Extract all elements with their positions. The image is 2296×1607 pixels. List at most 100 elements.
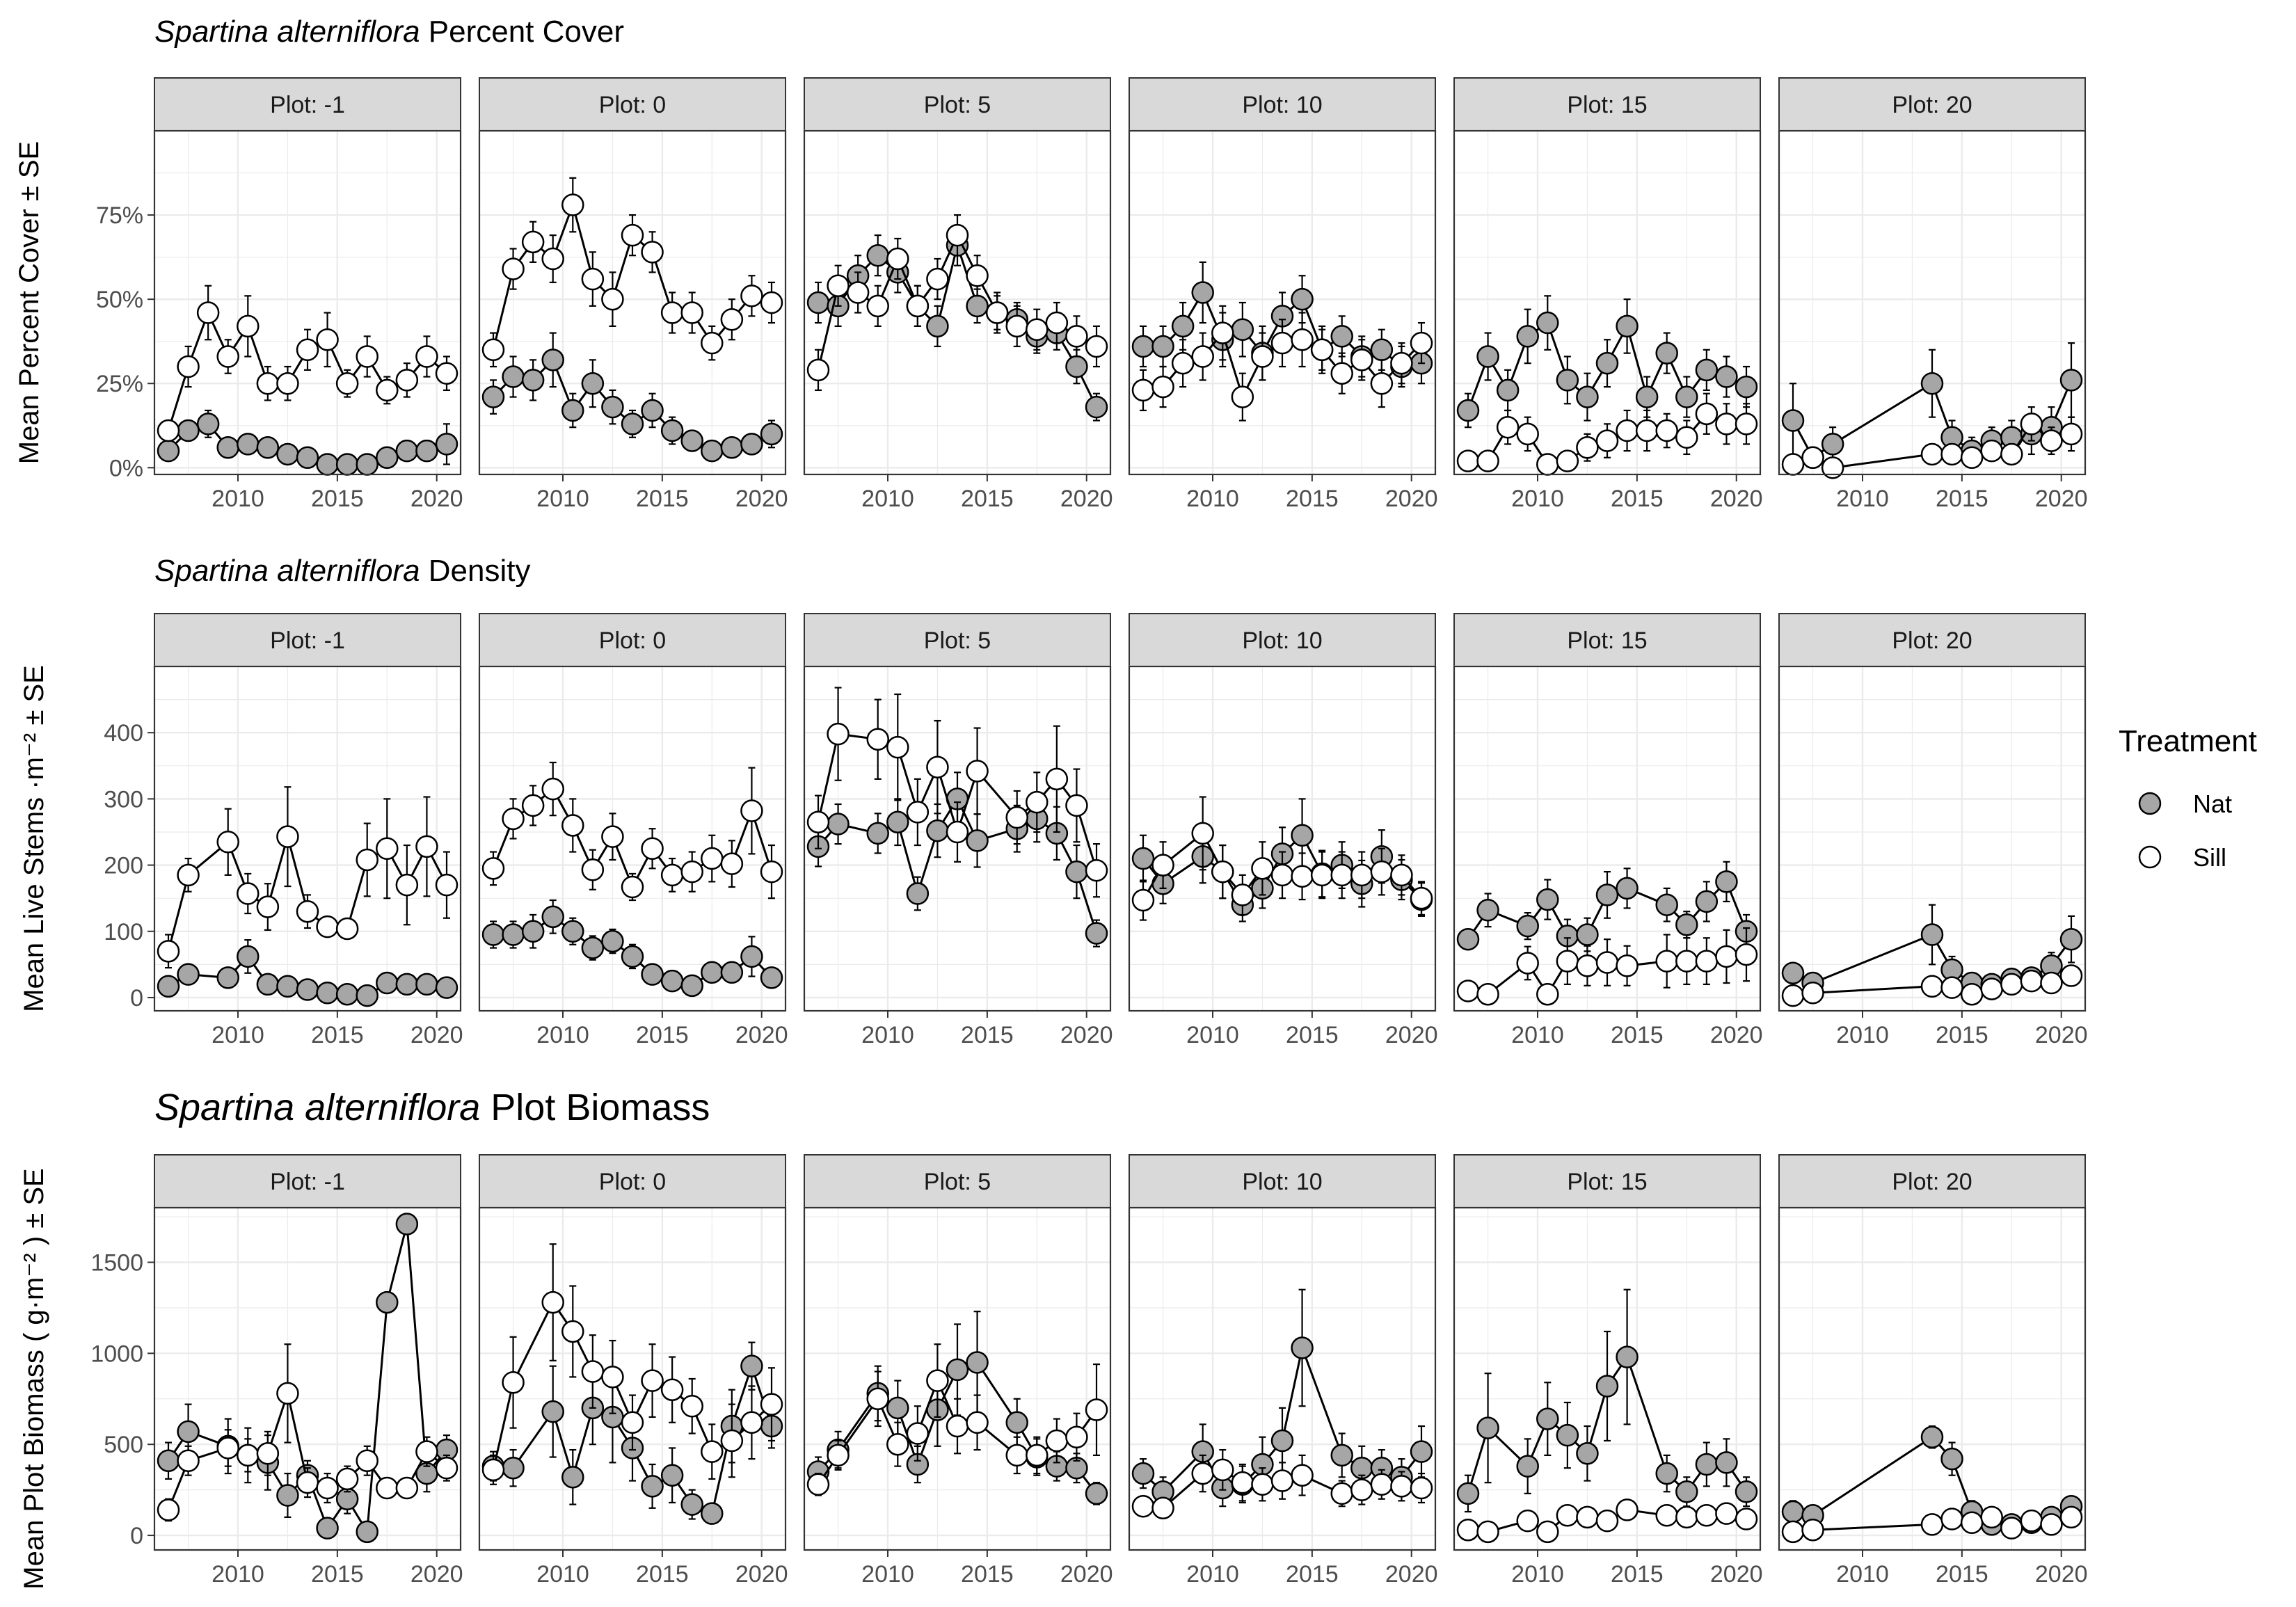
y-axis-title: Mean Live Stems ·m⁻² ± SE bbox=[19, 665, 49, 1012]
data-point bbox=[1026, 790, 1049, 814]
data-point bbox=[581, 267, 605, 291]
data-point bbox=[196, 413, 220, 435]
chart-title-metric: Percent Cover bbox=[420, 15, 624, 49]
data-point bbox=[985, 301, 1009, 324]
data-point bbox=[1191, 345, 1214, 368]
data-point bbox=[1026, 318, 1049, 341]
data-point bbox=[806, 1473, 830, 1496]
series-nat bbox=[1456, 861, 1758, 954]
data-point bbox=[740, 433, 763, 456]
data-point bbox=[1456, 449, 1480, 472]
data-point bbox=[740, 1411, 763, 1434]
x-tick-label: 2020 bbox=[1385, 1561, 1438, 1588]
y-tick-label: 400 bbox=[104, 720, 143, 746]
data-point bbox=[1960, 982, 1984, 1006]
series-sill bbox=[157, 786, 459, 969]
facet-panel: Plot: 0 2010 2015 2020 bbox=[478, 77, 788, 512]
data-point bbox=[541, 905, 564, 929]
data-point bbox=[216, 436, 239, 459]
data-point bbox=[1675, 950, 1698, 973]
data-point bbox=[906, 882, 930, 905]
data-point bbox=[1516, 914, 1539, 938]
chart-title: Spartina alterniflora Plot Biomass bbox=[154, 1087, 710, 1128]
data-point bbox=[177, 1420, 200, 1444]
data-point bbox=[521, 920, 545, 943]
data-point bbox=[701, 1502, 724, 1525]
data-point bbox=[1370, 860, 1394, 884]
data-point bbox=[806, 291, 830, 314]
data-point bbox=[1556, 1423, 1579, 1447]
data-point bbox=[1920, 442, 1944, 466]
data-point bbox=[1616, 419, 1639, 442]
series-nat bbox=[481, 332, 783, 463]
data-point bbox=[1330, 325, 1353, 348]
data-point bbox=[1330, 362, 1353, 385]
plot-area: Spartina alterniflora Percent Cover Mean … bbox=[14, 15, 2088, 1590]
data-point bbox=[177, 1449, 200, 1473]
data-point bbox=[641, 1475, 664, 1498]
data-point bbox=[561, 1466, 584, 1489]
data-point bbox=[1085, 922, 1108, 945]
data-point bbox=[1821, 433, 1844, 456]
data-point bbox=[2059, 927, 2083, 951]
chart-title-species: Spartina alterniflora bbox=[154, 1087, 480, 1128]
data-point bbox=[1065, 794, 1088, 817]
data-point bbox=[2000, 442, 2023, 466]
data-point bbox=[740, 285, 763, 307]
data-point bbox=[1065, 325, 1088, 348]
data-point bbox=[1151, 854, 1174, 877]
data-point bbox=[1330, 1482, 1353, 1505]
data-point bbox=[157, 439, 180, 463]
data-point bbox=[660, 969, 684, 993]
data-point bbox=[966, 1411, 989, 1434]
data-point bbox=[335, 371, 359, 395]
data-point bbox=[1616, 314, 1639, 338]
data-point bbox=[1675, 913, 1698, 936]
x-tick-label: 2020 bbox=[1060, 486, 1113, 512]
data-point bbox=[1715, 1451, 1738, 1474]
data-point bbox=[1781, 984, 1805, 1007]
series-sill bbox=[157, 285, 459, 442]
chart-title-metric: Density bbox=[420, 554, 531, 588]
data-point bbox=[2040, 1513, 2063, 1536]
x-tick-label: 2020 bbox=[410, 1022, 463, 1048]
data-point bbox=[926, 267, 949, 291]
data-point bbox=[1516, 1509, 1539, 1533]
x-tick-label: 2020 bbox=[1710, 1561, 1763, 1588]
facet-strip bbox=[479, 77, 786, 131]
facet-strip bbox=[1778, 613, 2086, 667]
facet-strip-label: Plot: -1 bbox=[270, 627, 345, 654]
data-point bbox=[237, 433, 260, 456]
data-point bbox=[581, 371, 605, 395]
data-point bbox=[1131, 335, 1155, 358]
data-point bbox=[740, 799, 763, 822]
data-point bbox=[335, 982, 359, 1006]
data-point bbox=[237, 314, 260, 338]
data-point bbox=[1456, 980, 1480, 1002]
data-point bbox=[1330, 863, 1353, 887]
data-point bbox=[395, 369, 419, 392]
x-tick-label: 2020 bbox=[410, 486, 463, 512]
data-point bbox=[1370, 338, 1394, 362]
data-point bbox=[177, 355, 200, 378]
y-tick-label: 50% bbox=[96, 287, 143, 313]
x-tick-label: 2010 bbox=[1511, 486, 1564, 512]
data-point bbox=[316, 982, 339, 1005]
panel-background bbox=[804, 131, 1110, 474]
data-point bbox=[1065, 355, 1088, 378]
data-point bbox=[1005, 1444, 1028, 1467]
data-point bbox=[502, 257, 525, 280]
data-point bbox=[1821, 456, 1844, 479]
data-point bbox=[196, 301, 220, 324]
data-point bbox=[1556, 950, 1579, 973]
x-tick-label: 2010 bbox=[861, 1561, 914, 1588]
facet-strip-label: Plot: 20 bbox=[1892, 627, 1972, 654]
data-point bbox=[1045, 311, 1069, 335]
data-point bbox=[356, 453, 378, 476]
data-point bbox=[926, 1369, 949, 1392]
data-point bbox=[157, 419, 180, 442]
data-point bbox=[1291, 824, 1314, 847]
panel-background bbox=[479, 1208, 786, 1550]
data-point bbox=[376, 378, 399, 402]
